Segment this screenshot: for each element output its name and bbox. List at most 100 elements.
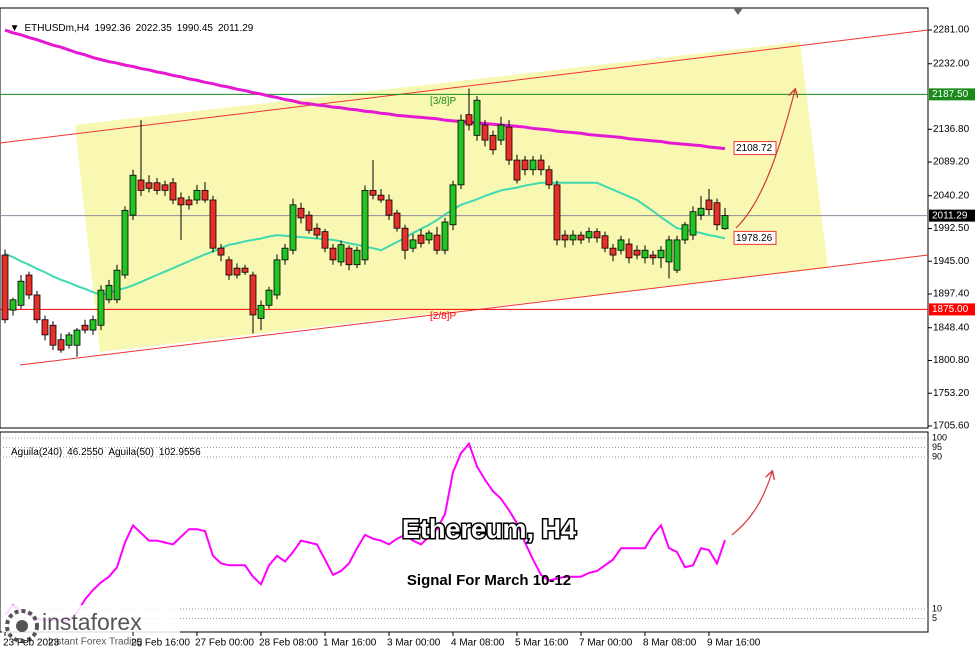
y-tick-label: 1848.40 <box>933 322 970 333</box>
candle-body <box>697 207 705 216</box>
y-tick-label: 2281.00 <box>933 25 970 36</box>
candle-body <box>89 319 97 331</box>
indicator-header: Aguila(240) 46.2550 Aguila(50) 102.9556 <box>6 436 206 458</box>
open: 1992.36 <box>94 23 131 34</box>
candle-body <box>225 259 233 276</box>
candle-body <box>33 294 41 321</box>
level-note: [2/8]P <box>430 311 456 322</box>
candle-body <box>169 182 177 201</box>
candle-body <box>537 159 545 171</box>
candle-body <box>129 174 137 216</box>
candle-body <box>665 239 673 263</box>
candle-body <box>617 239 625 251</box>
channel-top <box>0 29 929 144</box>
candle-body <box>73 329 81 346</box>
symbol-arrow: ▼ <box>9 23 20 34</box>
candle-body <box>713 202 721 226</box>
logo-icon <box>16 620 28 632</box>
y-tick-label: 100 <box>932 432 947 442</box>
price-box <box>929 209 975 222</box>
candle-body <box>585 231 593 239</box>
candle-body <box>153 182 161 191</box>
candle-body <box>25 274 33 296</box>
ma-value-label: 1978.26 <box>736 233 773 244</box>
y-tick-label: 1753.20 <box>933 388 970 399</box>
candle-body <box>201 189 209 201</box>
candle-body <box>121 209 129 276</box>
y-tick-label: 1897.40 <box>933 289 970 300</box>
candle-body <box>17 280 25 306</box>
candle-body <box>417 234 425 244</box>
candle-body <box>353 249 361 266</box>
candle-body <box>257 304 265 319</box>
candle-body <box>57 339 65 351</box>
candle-body <box>369 189 377 196</box>
oscillator-line <box>4 441 726 622</box>
x-tick-label: 28 Feb 08:00 <box>259 638 318 649</box>
candle-body <box>441 221 449 251</box>
readout-value: 102.9556 <box>158 447 201 458</box>
candle-body <box>721 215 729 230</box>
candle-body <box>425 232 433 241</box>
candle-body <box>321 231 329 249</box>
candle-body <box>289 204 297 251</box>
x-tick-label: 23 Feb 2023 <box>3 638 60 649</box>
candle-body <box>65 334 73 346</box>
candle-body <box>377 194 385 201</box>
candle-body <box>209 199 217 249</box>
low: 1990.45 <box>176 23 213 34</box>
x-tick-label: 9 Mar 16:00 <box>707 638 761 649</box>
candle-body <box>305 214 313 231</box>
candle-body <box>641 249 649 259</box>
level-box <box>929 303 975 316</box>
candle-body <box>97 289 105 326</box>
candle-body <box>465 114 473 126</box>
candle-body <box>161 184 169 191</box>
candle-body <box>433 234 441 251</box>
candle-body <box>9 299 17 311</box>
arrow <box>731 472 772 536</box>
y-tick-label: 1800.80 <box>933 355 970 366</box>
arrow <box>735 90 795 229</box>
y-tick-label: 5 <box>932 613 937 623</box>
candle-body <box>569 234 577 241</box>
candle-body <box>49 324 57 346</box>
candle-body <box>273 259 281 296</box>
candle-body <box>313 227 321 236</box>
candle-body <box>329 247 337 261</box>
y-tick-label: 90 <box>932 451 942 461</box>
x-tick-label: 1 Mar 16:00 <box>323 638 377 649</box>
candle-body <box>41 319 49 336</box>
candle-body <box>689 211 697 236</box>
scroll-marker <box>733 8 743 15</box>
high: 2022.35 <box>135 23 172 34</box>
candle-body <box>393 212 401 229</box>
candle-body <box>705 199 713 211</box>
y-tick-label: 95 <box>932 442 942 452</box>
close: 2011.29 <box>217 23 254 34</box>
candle-body <box>521 159 529 171</box>
ma-line <box>4 28 726 151</box>
candle-body <box>481 124 489 141</box>
x-tick-label: 27 Feb 00:00 <box>195 638 254 649</box>
overlay-subtitle: Signal For March 10-12 <box>407 572 571 589</box>
candle-body <box>177 197 185 206</box>
candle-body <box>361 189 369 261</box>
candle-body <box>1 254 9 321</box>
readout-name: Aguila(50) <box>108 447 154 458</box>
ma-value-label: 2108.72 <box>736 143 773 154</box>
candle-body <box>145 182 153 189</box>
price-label: 2011.29 <box>932 210 968 221</box>
candle-body <box>81 324 89 331</box>
y-tick-label: 2040.20 <box>933 190 970 201</box>
candle-body <box>457 119 465 186</box>
candle-body <box>681 224 689 241</box>
overlay-title: Ethereum, H4 <box>402 514 576 544</box>
candle-body <box>625 243 633 259</box>
level-box <box>929 88 975 101</box>
candle-body <box>193 189 201 201</box>
logo: instaforex Instant Forex Trading <box>2 605 180 650</box>
y-tick-label: 2232.00 <box>933 58 970 69</box>
y-tick-label: 1992.50 <box>933 223 970 234</box>
